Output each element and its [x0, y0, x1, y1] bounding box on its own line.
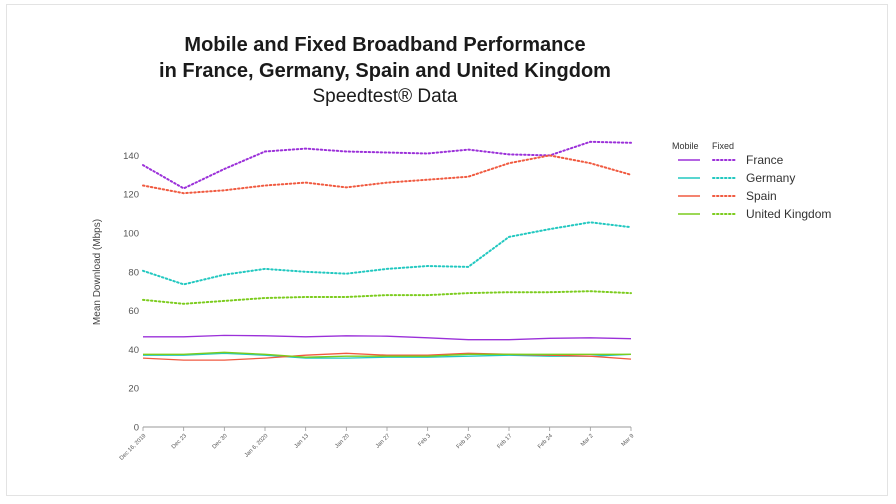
fixed-line-germany [142, 221, 632, 286]
x-tick-label: Jan 20 [334, 433, 351, 450]
legend-label: Spain [746, 189, 777, 203]
chart-titles: Mobile and Fixed Broadband Performance i… [100, 32, 670, 110]
y-tick-label: 20 [128, 384, 139, 395]
legend-label: France [746, 153, 784, 167]
chart-title-line2: in France, Germany, Spain and United Kin… [159, 60, 611, 82]
chart-frame [6, 4, 888, 496]
series-lines [142, 140, 632, 361]
x-tick-label: Feb 24 [537, 433, 555, 451]
legend-header-mobile: Mobile [672, 141, 699, 151]
y-tick-label: 140 [123, 151, 139, 162]
x-tick-label: Mar 9 [621, 433, 636, 448]
legend: Mobile Fixed France Germany Spain United King… [672, 141, 831, 221]
y-tick-label: 60 [128, 306, 139, 317]
x-tick-label: Dec 16, 2019 [119, 433, 148, 462]
mobile-line-united-kingdom [143, 351, 631, 358]
x-tick-label: Feb 17 [496, 433, 513, 450]
mobile-line-spain [142, 352, 632, 361]
x-tick-label: Mar 2 [580, 433, 595, 448]
y-tick-label: 80 [128, 267, 139, 278]
x-tick-label: Dec 30 [212, 433, 229, 450]
y-tick-label: 40 [128, 345, 139, 356]
fixed-line-spain [142, 154, 632, 195]
legend-label: United Kingdom [746, 207, 831, 221]
x-tick-label: Feb 10 [456, 433, 473, 450]
x-tick-label: Dec 23 [171, 433, 188, 450]
mobile-line-france [143, 334, 632, 341]
y-tick-label: 100 [123, 229, 139, 240]
fixed-line-france [142, 140, 632, 190]
x-tick-label: Jan 13 [294, 433, 311, 450]
x-tick-label: Feb 3 [417, 433, 432, 448]
x-tick-label: Jan 6, 2020 [244, 433, 270, 459]
y-tick-label: 0 [134, 423, 139, 434]
chart-title: Mobile and Fixed Broadband Performance [184, 34, 586, 56]
chart-subtitle: Speedtest® Data [312, 86, 458, 107]
y-tick-label: 120 [123, 190, 139, 201]
legend-header-fixed: Fixed [712, 141, 734, 151]
y-axis-label: Mean Download (Mbps) [92, 219, 103, 325]
legend-label: Germany [746, 171, 795, 185]
axes: 0 20 40 60 80 100 120 140 Dec 16, 2019 Dec 23 Dec … [92, 151, 635, 462]
fixed-line-united-kingdom [142, 290, 632, 305]
mobile-line-germany [143, 352, 632, 359]
x-tick-label: Jan 27 [375, 433, 392, 450]
